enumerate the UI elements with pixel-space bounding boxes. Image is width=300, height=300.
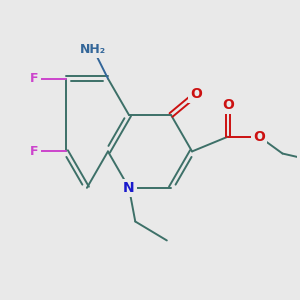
Text: F: F: [30, 145, 39, 158]
Text: O: O: [222, 98, 234, 112]
Text: F: F: [30, 72, 39, 85]
Text: NH₂: NH₂: [80, 43, 106, 56]
Text: N: N: [123, 181, 135, 195]
Text: O: O: [190, 87, 202, 101]
Text: O: O: [254, 130, 265, 144]
